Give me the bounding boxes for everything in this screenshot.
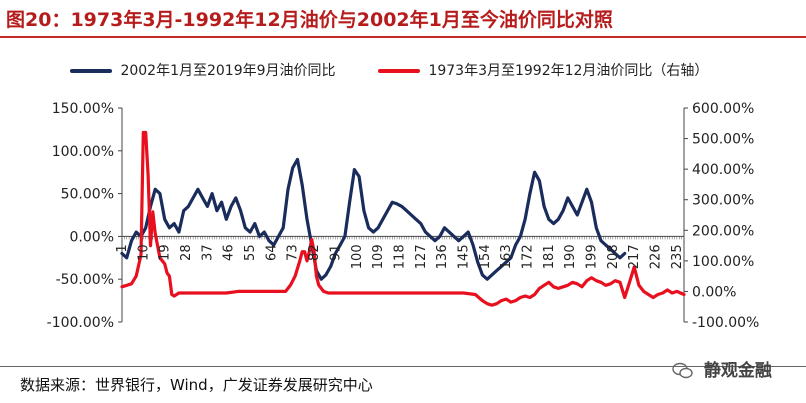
- x-tick-label: 100: [350, 244, 365, 269]
- legend-item-navy: 2002年1月至2019年9月油价同比: [70, 60, 336, 80]
- left-tick-label: 50.00%: [61, 187, 114, 203]
- right-tick-label: 500.00%: [692, 132, 754, 148]
- x-tick-label: 28: [179, 244, 194, 261]
- x-tick-label: 109: [371, 244, 386, 269]
- legend-label-red: 1973年3月至1992年12月油价同比（右轴）: [428, 63, 709, 79]
- x-tick-label: 91: [328, 244, 343, 261]
- legend-swatch-navy: [70, 69, 112, 73]
- right-tick-label: 200.00%: [692, 223, 754, 239]
- x-tick-label: 145: [457, 244, 472, 269]
- watermark-label: 静观金融: [703, 361, 772, 381]
- right-tick-label: 600.00%: [692, 101, 754, 117]
- x-tick-label: 55: [243, 244, 258, 261]
- series-line-red: [120, 130, 686, 307]
- x-tick-label: 118: [392, 244, 407, 269]
- header: 图20：1973年3月-1992年12月油价与2002年1月至今油价同比对照: [0, 0, 806, 34]
- legend-swatch-red: [378, 69, 420, 73]
- dual-axis-line-chart: 150.00%100.00%50.00%0.00%-50.00%-100.00%…: [47, 101, 760, 331]
- x-tick-label: 163: [499, 244, 514, 269]
- footer-divider: [0, 366, 806, 367]
- series-line-navy: [120, 157, 627, 281]
- chart-area: 150.00% 100.00% 50.00% 0.00% -50.00% -100.00%…: [0, 90, 806, 340]
- x-tick-label: 136: [435, 244, 450, 269]
- chart-title: 图20：1973年3月-1992年12月油价与2002年1月至今油价同比对照: [6, 9, 613, 31]
- x-tick-label: 154: [478, 244, 493, 269]
- x-tick-label: 172: [521, 244, 536, 269]
- x-tick-label: 1: [115, 244, 130, 252]
- x-tick-label: 226: [649, 244, 664, 269]
- legend-label-navy: 2002年1月至2019年9月油价同比: [120, 63, 336, 79]
- x-tick-label: 208: [606, 244, 621, 269]
- right-tick-label: 100.00%: [692, 254, 754, 270]
- legend-item-red: 1973年3月至1992年12月油价同比（右轴）: [378, 60, 708, 80]
- right-tick-label: 400.00%: [692, 162, 754, 178]
- x-tick-label: 10: [136, 244, 151, 261]
- x-tick-label: 217: [627, 244, 642, 269]
- source-note: 数据来源：世界银行，Wind，广发证券发展研究中心: [20, 376, 373, 394]
- wechat-icon: [672, 362, 693, 379]
- x-tick-label: 190: [563, 244, 578, 269]
- x-tick-label: 37: [200, 244, 215, 261]
- left-tick-label: -100.00%: [47, 315, 114, 331]
- x-tick-label: 19: [158, 244, 173, 261]
- x-tick-label: 235: [670, 244, 685, 269]
- right-tick-label: 300.00%: [692, 193, 754, 209]
- left-tick-label: -50.00%: [56, 272, 114, 288]
- x-tick-label: 82: [307, 244, 322, 261]
- legend: 2002年1月至2019年9月油价同比 1973年3月至1992年12月油价同比…: [0, 60, 806, 82]
- watermark: 静观金融: [672, 356, 772, 381]
- right-tick-label: -100.00%: [692, 315, 759, 331]
- left-tick-label: 150.00%: [52, 101, 114, 117]
- x-tick-label: 181: [542, 244, 557, 269]
- left-tick-label: 100.00%: [52, 144, 114, 160]
- left-tick-label: 0.00%: [70, 229, 114, 245]
- x-tick-label: 73: [286, 244, 301, 261]
- x-tick-label: 64: [264, 244, 279, 261]
- x-tick-label: 127: [414, 244, 429, 269]
- x-tick-label: 199: [585, 244, 600, 269]
- header-divider: [0, 36, 806, 38]
- x-tick-label: 46: [222, 244, 237, 261]
- right-tick-label: 0.00%: [692, 284, 736, 300]
